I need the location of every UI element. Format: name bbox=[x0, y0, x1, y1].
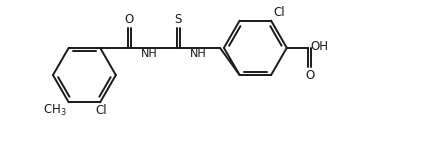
Text: O: O bbox=[124, 13, 134, 26]
Text: OH: OH bbox=[311, 40, 328, 53]
Text: Cl: Cl bbox=[95, 104, 107, 117]
Text: O: O bbox=[305, 70, 314, 82]
Text: CH$_3$: CH$_3$ bbox=[43, 103, 67, 118]
Text: NH: NH bbox=[141, 49, 158, 59]
Text: Cl: Cl bbox=[273, 6, 285, 19]
Text: S: S bbox=[174, 13, 182, 26]
Text: NH: NH bbox=[190, 49, 207, 59]
